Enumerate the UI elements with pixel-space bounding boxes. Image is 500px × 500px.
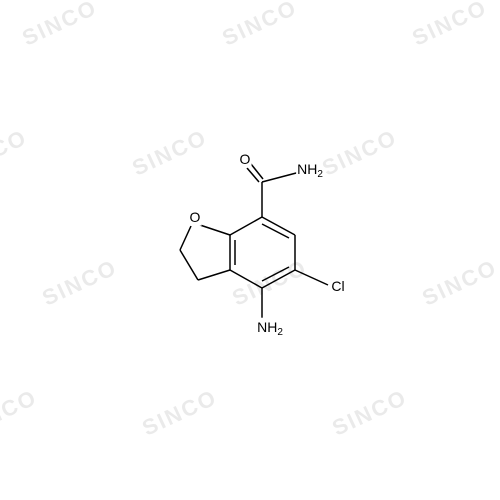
chemical-structure: OONH2ClNH2	[100, 100, 400, 400]
bond	[251, 164, 263, 179]
atom-label-O_carbonyl: O	[240, 151, 251, 167]
bond	[230, 270, 262, 288]
atom-label-Cl: Cl	[331, 278, 344, 294]
watermark: SINCO	[18, 0, 101, 52]
bond	[180, 226, 191, 250]
atom-label-O_furan: O	[190, 209, 201, 225]
structure-svg: OONH2ClNH2	[100, 100, 400, 400]
bond	[198, 270, 230, 280]
watermark: SINCO	[0, 384, 41, 441]
watermark: SINCO	[218, 0, 301, 52]
watermark: SINCO	[408, 0, 491, 52]
watermark: SINCO	[418, 254, 500, 311]
bond	[180, 250, 198, 280]
bond	[295, 270, 328, 285]
bond	[200, 225, 230, 235]
bond	[262, 267, 289, 281]
bond	[230, 217, 262, 235]
bond	[247, 168, 259, 182]
bond	[262, 172, 300, 182]
bond	[262, 224, 289, 238]
watermark: SINCO	[0, 124, 31, 181]
